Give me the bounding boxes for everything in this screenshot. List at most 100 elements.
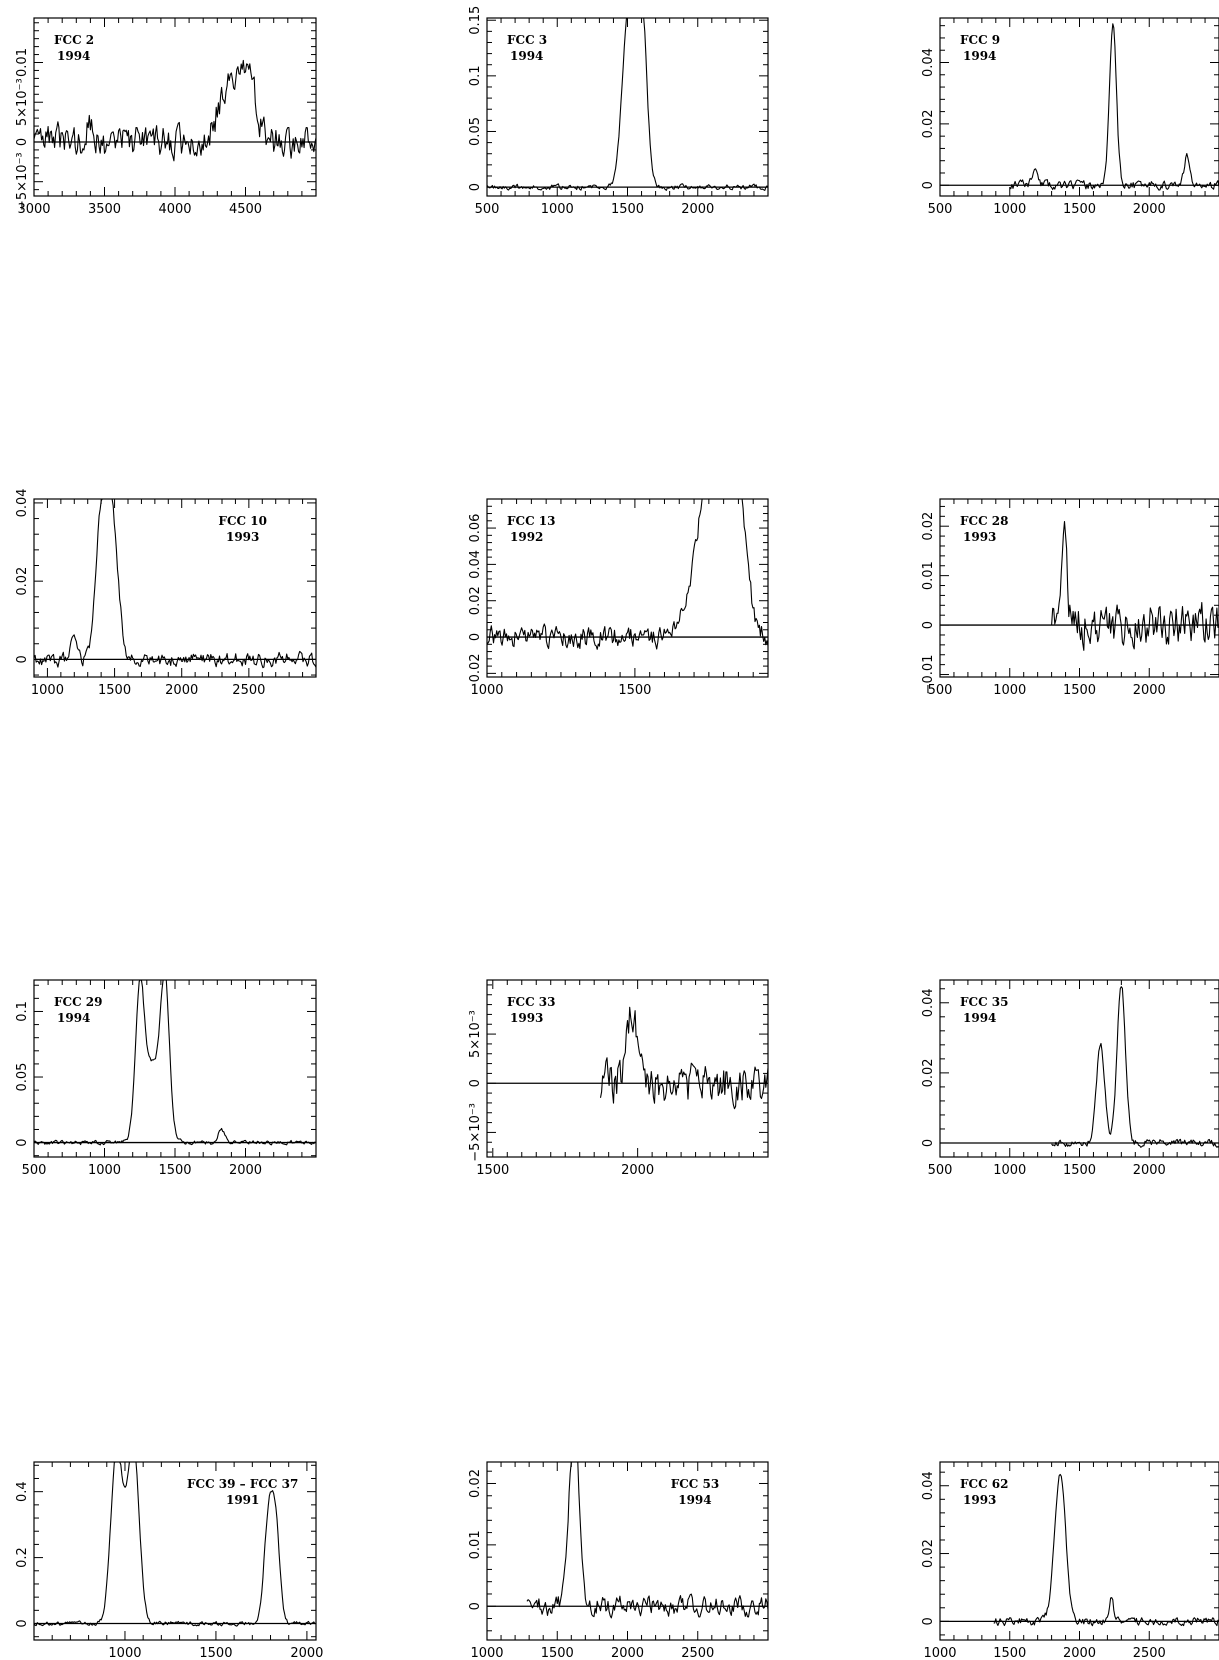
panel-7: 500 1000 1500 2000 0 0.05 0.1 FCC 29 1994: [15, 979, 317, 1178]
y-tick-label: 0.02: [921, 512, 936, 541]
x-tick-label: 1000: [923, 1646, 956, 1660]
y-tick-label: 0.06: [468, 514, 483, 543]
object-label: FCC 3: [507, 33, 547, 47]
object-label: FCC 29: [54, 995, 103, 1009]
object-label: FCC 35: [960, 995, 1009, 1009]
object-label: FCC 62: [960, 1477, 1009, 1491]
x-tick-label: 2000: [165, 683, 198, 698]
y-tick-label: −5×10⁻³: [468, 1103, 483, 1162]
x-tick-label: 1500: [618, 683, 651, 698]
y-tick-label: 0: [468, 1602, 483, 1610]
x-tick-label: 1000: [31, 683, 64, 698]
x-tick-label: 1000: [993, 1163, 1026, 1178]
x-tick-label: 1500: [1063, 683, 1096, 698]
spectrum-line: [1009, 23, 1219, 191]
observation-year: 1994: [510, 49, 543, 63]
y-tick-label: 0.01: [468, 1530, 483, 1559]
x-tick-label: 1000: [993, 202, 1026, 217]
x-tick-label: 2500: [681, 1646, 714, 1660]
x-tick-label: 4000: [158, 202, 191, 217]
y-tick-label: −0.01: [921, 655, 936, 695]
y-tick-label: 0.02: [921, 109, 936, 138]
y-tick-label: 0.1: [468, 66, 483, 87]
panel-8: 1500 2000 −5×10⁻³ 0 5×10⁻³ FCC 33 1993: [468, 979, 769, 1178]
y-tick-label: 0.04: [921, 48, 936, 77]
panel-10: 1000 1500 2000 0 0.2 0.4 FCC 39 – FCC 37 1991: [15, 1461, 323, 1660]
object-label: FCC 33: [507, 995, 556, 1009]
x-tick-label: 3500: [88, 202, 121, 217]
x-tick-label: 1500: [476, 1163, 509, 1178]
panel-5: 1000 1500 −0.02 0 0.02 0.04 0.06 FCC 13 1992: [468, 498, 769, 698]
y-tick-label: −0.02: [468, 653, 483, 693]
x-tick-label: 500: [928, 683, 953, 698]
x-tick-label: 1500: [158, 1163, 191, 1178]
panel-12: 1000 1500 2000 2500 0 0.02 0.04 FCC 62 1993: [921, 1461, 1219, 1660]
spectrum-line: [33, 1461, 316, 1627]
x-tick-label: 1000: [88, 1163, 121, 1178]
observation-year: 1994: [57, 1011, 90, 1025]
x-tick-label: 1000: [993, 683, 1026, 698]
y-tick-label: 5×10⁻³: [15, 78, 30, 126]
y-tick-label: 0.1: [15, 1001, 30, 1022]
y-tick-label: 0.02: [15, 567, 30, 596]
object-label: FCC 28: [960, 514, 1009, 528]
x-tick-label: 1500: [1063, 202, 1096, 217]
spectrum-line: [993, 1473, 1219, 1627]
y-tick-label: 0: [921, 1139, 936, 1147]
spectrum-line: [526, 1461, 769, 1619]
object-label: FCC 9: [960, 33, 1000, 47]
spectrum-line: [1051, 520, 1219, 651]
y-tick-label: 0: [468, 183, 483, 191]
observation-year: 1993: [963, 1493, 996, 1507]
plot-frame: [486, 1461, 769, 1641]
x-tick-label: 1500: [199, 1646, 232, 1660]
y-tick-label: 0.05: [15, 1063, 30, 1092]
spectrum-line: [486, 17, 769, 191]
y-tick-label: 0.04: [921, 1471, 936, 1500]
observation-year: 1994: [963, 1011, 996, 1025]
spectrum-line: [486, 498, 769, 650]
spectrum-line: [33, 59, 317, 162]
y-tick-label: 0: [15, 1619, 30, 1627]
panel-3: 500 1000 1500 2000 0 0.02 0.04 FCC 9 1994: [921, 17, 1219, 217]
x-tick-label: 1500: [98, 683, 131, 698]
y-tick-label: −5×10⁻³: [15, 152, 30, 211]
x-tick-label: 2500: [1133, 1646, 1166, 1660]
spectrum-line: [599, 1006, 769, 1110]
y-tick-label: 0.4: [15, 1481, 30, 1502]
object-label: FCC 10: [218, 514, 267, 528]
spectrum-line: [33, 979, 317, 1146]
observation-year: 1993: [963, 530, 996, 544]
x-tick-label: 2000: [621, 1163, 654, 1178]
y-tick-label: 0: [921, 1617, 936, 1625]
observation-year: 1994: [57, 49, 90, 63]
x-tick-label: 1500: [611, 202, 644, 217]
x-tick-label: 3000: [17, 202, 50, 217]
y-tick-label: 0: [15, 138, 30, 146]
y-tick-label: 0: [921, 181, 936, 189]
panel-4: 1000 1500 2000 2500 0 0.02 0.04 FCC 10 1993: [15, 488, 317, 698]
object-label: FCC 13: [507, 514, 556, 528]
panel-2: 500 1000 1500 2000 0 0.05 0.1 0.15 FCC 3 1994: [468, 6, 769, 217]
x-tick-label: 500: [928, 1163, 953, 1178]
y-tick-label: 0.02: [921, 1058, 936, 1087]
spectrum-line: [1051, 986, 1219, 1148]
object-label: FCC 2: [54, 33, 94, 47]
y-tick-label: 0: [468, 633, 483, 641]
y-tick-label: 0: [468, 1079, 483, 1087]
x-tick-label: 2500: [232, 683, 265, 698]
x-tick-label: 2000: [290, 1646, 323, 1660]
x-tick-label: 1000: [470, 1646, 503, 1660]
y-tick-label: 0.04: [468, 550, 483, 579]
y-tick-label: 0.02: [468, 1469, 483, 1498]
observation-year: 1991: [226, 1493, 259, 1507]
x-tick-label: 2000: [229, 1163, 262, 1178]
x-tick-label: 2000: [1063, 1646, 1096, 1660]
observation-year: 1993: [510, 1011, 543, 1025]
plot-frame: [486, 498, 769, 678]
panel-1: 3000 3500 4000 4500 −5×10⁻³ 0 5×10⁻³0.01 FCC 2 1…: [15, 17, 317, 217]
x-tick-label: 500: [928, 202, 953, 217]
x-tick-label: 2000: [1133, 683, 1166, 698]
x-tick-label: 4500: [229, 202, 262, 217]
